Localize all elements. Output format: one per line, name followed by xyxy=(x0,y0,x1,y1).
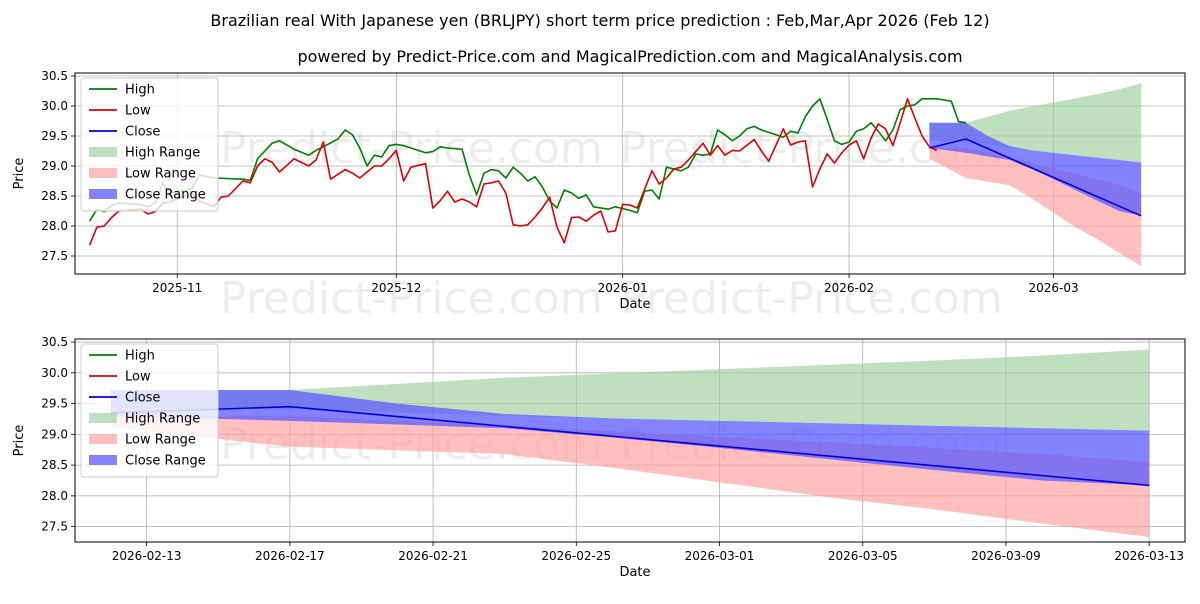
axes-frame xyxy=(74,72,1186,275)
legend-close-range-label: Close Range xyxy=(125,188,206,203)
chart-subtitle: powered by Predict-Price.com and Magical… xyxy=(297,47,962,66)
legend: High Low Close High Range Low Range Close Ran… xyxy=(80,77,219,212)
plot-area xyxy=(88,83,1142,267)
x-tick-label: 2026-02-25 xyxy=(541,549,611,563)
watermark-text: Predict-Price.com xyxy=(220,273,603,324)
legend-high-range-swatch xyxy=(89,413,117,423)
top-panel: Predict-Price.com Predict-Price.comPredic… xyxy=(12,69,1186,324)
x-tick-label: 2026-02-13 xyxy=(112,549,182,563)
legend-close-label: Close xyxy=(125,391,160,406)
x-tick-label: 2026-02 xyxy=(824,281,874,295)
legend-high-label: High xyxy=(125,83,155,98)
x-tick-label: 2026-03-09 xyxy=(971,549,1041,563)
plot-area xyxy=(110,349,1150,538)
legend: High Low Close High Range Low Range Close Ran… xyxy=(80,343,219,478)
low-series-line xyxy=(88,98,938,246)
close-series-line xyxy=(929,138,1142,217)
watermark-text: Predict-Price.com xyxy=(620,273,1003,324)
legend-low-range-swatch xyxy=(89,434,117,444)
x-tick-label: 2026-03-05 xyxy=(828,549,898,563)
legend-low-label: Low xyxy=(125,370,151,385)
x-axis-label: Date xyxy=(619,565,650,580)
legend-low-label: Low xyxy=(125,104,151,119)
high-series-line xyxy=(88,98,967,222)
x-tick-label: 2025-11 xyxy=(152,281,202,295)
y-tick-label: 30.5 xyxy=(41,69,68,83)
legend-close-range-label: Close Range xyxy=(125,454,206,469)
y-tick-label: 29.0 xyxy=(41,427,68,441)
x-tick-label: 2025-12 xyxy=(371,281,421,295)
legend-high-range-label: High Range xyxy=(125,146,200,161)
legend-low-range-swatch xyxy=(89,168,117,178)
x-tick-label: 2026-02-21 xyxy=(398,549,468,563)
legend-high-range-swatch xyxy=(89,147,117,157)
y-tick-label: 30.0 xyxy=(41,366,68,380)
legend-close-range-swatch xyxy=(89,189,117,199)
y-tick-label: 29.5 xyxy=(41,397,68,411)
y-tick-label: 28.5 xyxy=(41,458,68,472)
y-axis-label: Price xyxy=(12,425,27,457)
y-axis-label: Price xyxy=(12,158,27,190)
y-tick-label: 30.0 xyxy=(41,99,68,113)
y-tick-label: 27.5 xyxy=(41,520,68,534)
axes-frame xyxy=(74,338,1186,543)
x-tick-label: 2026-03-13 xyxy=(1114,549,1184,563)
x-tick-label: 2026-03 xyxy=(1028,281,1078,295)
chart-title: Brazilian real With Japanese yen (BRLJPY… xyxy=(210,11,989,30)
y-tick-label: 29.5 xyxy=(41,129,68,143)
y-tick-label: 30.5 xyxy=(41,335,68,349)
x-axis-label: Date xyxy=(619,297,650,312)
y-tick-label: 28.0 xyxy=(41,489,68,503)
bottom-panel: Predict-Price.comPredict-Price.com2026-0… xyxy=(12,335,1186,580)
legend-low-range-label: Low Range xyxy=(125,433,196,448)
legend-low-range-label: Low Range xyxy=(125,167,196,182)
x-tick-label: 2026-03-01 xyxy=(685,549,755,563)
legend-close-range-swatch xyxy=(89,455,117,465)
y-tick-label: 28.0 xyxy=(41,219,68,233)
x-tick-label: 2026-01 xyxy=(598,281,648,295)
y-tick-label: 29.0 xyxy=(41,159,68,173)
y-tick-label: 27.5 xyxy=(41,249,68,263)
legend-close-label: Close xyxy=(125,125,160,140)
legend-high-label: High xyxy=(125,349,155,364)
legend-high-range-label: High Range xyxy=(125,412,200,427)
y-tick-label: 28.5 xyxy=(41,189,68,203)
x-tick-label: 2026-02-17 xyxy=(255,549,325,563)
